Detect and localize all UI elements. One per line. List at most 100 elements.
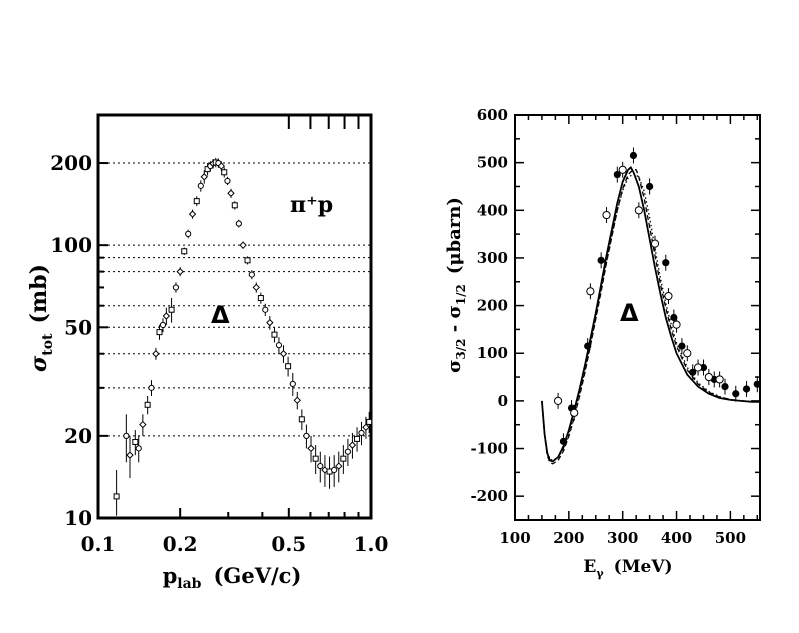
right-y-axis-label: σ3/2 - σ1/2(μbarn) [444, 197, 468, 373]
data-point [303, 432, 310, 439]
y-tick-label: 100 [50, 233, 92, 257]
filled-circle-marker [646, 182, 654, 191]
x-tick-label: 400 [661, 529, 692, 547]
data-point [312, 455, 319, 462]
right-axis-ticks [514, 114, 760, 521]
data-point [168, 306, 175, 313]
data-point [271, 331, 278, 338]
y-tick-label: 500 [477, 154, 508, 172]
data-point [221, 169, 228, 176]
data-point [331, 466, 338, 474]
x-tick-label: 100 [499, 529, 530, 547]
y-tick-label: 200 [477, 297, 508, 315]
data-point [289, 380, 296, 388]
data-point [348, 441, 357, 449]
data-point [188, 210, 197, 218]
x-tick-label: 500 [715, 529, 746, 547]
open-circle-marker [570, 408, 579, 417]
left-y-axis-label: σtot(mb) [26, 264, 56, 372]
data-point [279, 350, 288, 358]
data-point [231, 202, 238, 209]
data-point [307, 444, 315, 453]
open-circle-marker [602, 210, 611, 220]
filled-circle-marker [559, 437, 568, 445]
data-point [244, 257, 251, 264]
data-point [181, 248, 188, 255]
left-x-axis-label: plab (GeV/c) [163, 563, 302, 592]
data-point [257, 295, 264, 302]
data-point [200, 173, 208, 181]
left-plot-frame [96, 113, 373, 520]
left-axis-ticks [97, 114, 372, 519]
open-circle-marker [672, 320, 681, 329]
data-point [217, 162, 226, 170]
data-point [366, 418, 373, 425]
y-tick-label: 300 [477, 249, 508, 267]
filled-circle-marker [629, 151, 638, 160]
y-tick-label: 600 [477, 106, 508, 124]
data-point [185, 230, 192, 237]
data-point [344, 448, 352, 455]
data-point [298, 416, 305, 423]
right-data-markers [553, 147, 761, 450]
x-tick-label: 300 [607, 529, 638, 547]
x-tick-label: 0.5 [271, 532, 306, 556]
open-circle-marker [715, 375, 724, 384]
data-point [248, 271, 255, 278]
filled-circle-marker [678, 342, 686, 350]
data-point [317, 462, 324, 470]
y-tick-label: 50 [64, 315, 92, 339]
data-point [159, 321, 167, 329]
data-point [123, 432, 130, 439]
data-point [156, 329, 163, 336]
data-point [275, 342, 283, 349]
open-circle-marker [664, 291, 673, 301]
data-point [132, 438, 139, 445]
data-point [354, 435, 361, 442]
right-plot-frame [514, 114, 761, 521]
y-tick-label: 100 [477, 344, 508, 362]
open-circle-marker [704, 372, 713, 382]
y-tick-label: 20 [64, 424, 92, 448]
left-reaction-label: π⁺p [290, 192, 333, 218]
data-point [176, 267, 184, 276]
filled-circle-marker [662, 259, 670, 267]
x-tick-label: 200 [553, 529, 584, 547]
open-circle-marker [553, 396, 563, 405]
data-point [224, 177, 231, 185]
filled-circle-marker [742, 385, 751, 393]
data-point [139, 420, 147, 429]
y-tick-label: -100 [470, 440, 508, 458]
data-point [358, 429, 365, 437]
filled-circle-marker [689, 368, 697, 376]
curve-dashed [541, 168, 760, 465]
open-circle-marker [650, 239, 660, 248]
filled-circle-marker [584, 342, 592, 350]
x-tick-label: 1.0 [354, 532, 389, 556]
data-point [362, 423, 370, 432]
x-tick-label: 0.1 [81, 532, 116, 556]
open-circle-marker [683, 349, 692, 358]
y-tick-label: 400 [477, 201, 508, 219]
right-tick-labels: 100 200 300 400 500 -200 -100 0 100 200 300 400 500 6… [470, 106, 746, 547]
right-x-axis-label: Eγ (MeV) [583, 557, 672, 580]
data-point [239, 241, 247, 249]
data-point [172, 284, 180, 291]
data-point [285, 363, 292, 370]
data-point [235, 220, 242, 227]
open-circle-marker [693, 363, 703, 372]
curve-dotted [541, 172, 760, 462]
y-tick-label: 10 [64, 506, 92, 530]
filled-circle-marker [753, 380, 761, 388]
data-point [126, 451, 134, 459]
right-delta-label: Δ [620, 299, 639, 327]
data-point [113, 493, 120, 500]
data-point [227, 189, 235, 197]
data-point [144, 401, 151, 408]
y-tick-label: 0 [498, 392, 508, 410]
data-point [135, 445, 142, 452]
y-tick-label: -200 [470, 487, 508, 505]
data-point [335, 462, 343, 470]
filled-circle-marker [721, 382, 729, 391]
